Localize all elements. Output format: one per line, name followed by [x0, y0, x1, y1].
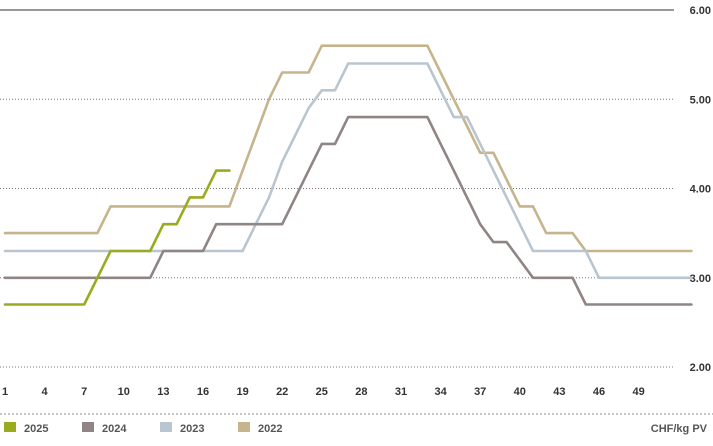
series-lines — [3, 44, 693, 306]
series-line-2022 — [3, 44, 693, 253]
x-tick-label: 13 — [157, 386, 169, 398]
x-tick-label: 40 — [514, 386, 526, 398]
legend-swatch — [4, 422, 16, 432]
x-tick-label: 7 — [81, 386, 87, 398]
x-tick-label: 22 — [276, 386, 288, 398]
x-tick-label: 25 — [316, 386, 328, 398]
x-tick-label: 34 — [434, 386, 447, 398]
legend-item-2023: 2023 — [160, 422, 204, 435]
x-tick-label: 10 — [118, 386, 130, 398]
y-tick-label: 4.00 — [690, 184, 711, 196]
grid-lines — [0, 9, 674, 368]
x-tick-label: 49 — [632, 386, 644, 398]
legend-label: 2022 — [258, 423, 282, 435]
x-tick-label: 19 — [236, 386, 248, 398]
legend-label: 2025 — [24, 423, 48, 435]
x-tick-label: 43 — [553, 386, 565, 398]
legend: 2025 2024 2023 2022 — [4, 422, 282, 435]
series-line-2023 — [3, 62, 693, 280]
y-tick-label: 3.00 — [690, 273, 711, 285]
legend-swatch — [238, 422, 250, 432]
legend-item-2024: 2024 — [82, 422, 127, 435]
unit-label: CHF/kg PV — [651, 423, 708, 435]
legend-item-2025: 2025 — [4, 422, 48, 435]
x-axis-labels: 1 4 7 10 13 16 19 22 25 28 31 34 37 40 43 46 49 — [2, 386, 645, 398]
x-tick-label: 37 — [474, 386, 486, 398]
x-tick-label: 1 — [2, 386, 8, 398]
legend-swatch — [160, 422, 172, 432]
x-tick-label: 4 — [42, 386, 49, 398]
x-tick-label: 31 — [395, 386, 407, 398]
legend-swatch — [82, 422, 94, 432]
x-tick-label: 46 — [593, 386, 605, 398]
x-tick-label: 16 — [197, 386, 209, 398]
legend-item-2022: 2022 — [238, 422, 282, 435]
y-axis-labels: 6.00 5.00 4.00 3.00 2.00 — [690, 5, 711, 374]
legend-label: 2024 — [102, 423, 127, 435]
series-line-2025 — [3, 169, 231, 306]
y-tick-label: 6.00 — [690, 5, 711, 17]
x-tick-label: 28 — [355, 386, 367, 398]
y-tick-label: 2.00 — [690, 362, 711, 374]
series-line-2024 — [3, 115, 693, 306]
legend-label: 2023 — [180, 423, 204, 435]
y-tick-label: 5.00 — [690, 94, 711, 106]
